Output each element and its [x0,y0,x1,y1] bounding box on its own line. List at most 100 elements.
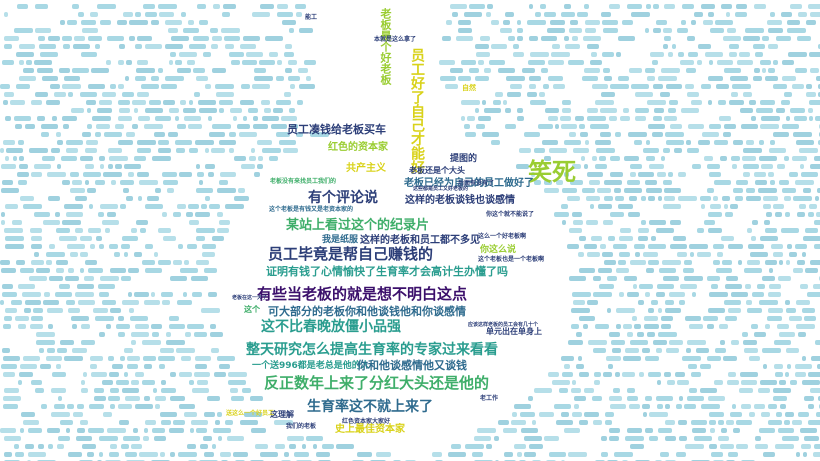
texture-dash [173,420,185,425]
texture-dash [726,420,734,425]
texture-dash [726,276,738,281]
texture-dash [88,36,102,41]
texture-dash [195,356,211,361]
texture-dash [242,60,257,65]
texture-dash [128,268,139,273]
texture-dash [524,436,542,441]
texture-dash [219,100,233,105]
texture-dash [87,452,94,457]
texture-dash [87,108,91,113]
texture-dash [800,164,804,169]
texture-dash [289,28,294,33]
texture-dash [810,12,820,17]
texture-dash [158,228,171,233]
texture-dash [484,108,501,113]
texture-dash [801,172,818,177]
texture-dash [144,364,152,369]
texture-dash [675,372,685,377]
texture-dash [191,420,208,425]
texture-dash [689,324,703,329]
texture-dash [125,396,140,401]
texture-dash [511,420,526,425]
texture-dash [643,252,658,257]
texture-dash [601,452,608,457]
texture-dash [647,332,655,337]
texture-dash [114,252,120,257]
word-nihetatan: 你和他谈感情他又谈钱 [357,359,467,372]
texture-dash [190,428,194,433]
texture-dash [722,196,730,201]
texture-dash [732,84,751,89]
texture-dash [28,452,46,457]
texture-dash [664,196,675,201]
texture-dash [432,452,442,457]
texture-dash [250,396,263,401]
texture-dash [282,20,296,25]
texture-dash [288,76,300,81]
texture-dash [99,292,109,297]
texture-dash [168,132,178,137]
texture-dash [604,260,616,265]
texture-dash [694,436,712,441]
texture-dash [504,452,513,457]
texture-dash [132,100,146,105]
texture-dash [527,20,546,25]
texture-dash [249,156,256,161]
texture-dash [23,204,42,209]
texture-dash [169,60,173,65]
texture-dash [755,52,763,57]
texture-dash [85,180,89,185]
texture-dash [177,204,186,209]
texture-dash [530,100,546,105]
texture-dash [41,404,47,409]
texture-dash [234,196,249,201]
texture-dash [817,188,820,193]
texture-dash [678,52,684,57]
texture-dash [627,180,640,185]
texture-dash [81,20,96,25]
texture-dash [644,316,658,321]
texture-dash [51,388,66,393]
texture-dash [777,324,789,329]
texture-dash [36,332,55,337]
texture-dash [781,228,799,233]
texture-dash [199,20,208,25]
texture-dash [18,180,27,185]
texture-dash [801,444,811,449]
texture-dash [743,148,762,153]
texture-dash [70,252,78,257]
texture-dash [743,36,760,41]
texture-dash [112,364,123,369]
texture-dash [725,284,742,289]
texture-dash [663,180,672,185]
texture-dash [724,68,741,73]
texture-dash [552,44,560,49]
texture-dash [768,292,781,297]
texture-dash [151,292,155,297]
texture-dash [564,36,569,41]
texture-dash [522,68,535,73]
texture-dash [229,52,244,57]
texture-dash [691,372,701,377]
texture-dash [76,436,92,441]
texture-dash [299,84,315,89]
texture-dash [70,172,79,177]
texture-dash [131,332,149,337]
word-gongchan: 共产主义 [346,163,386,174]
texture-dash [742,156,756,161]
texture-dash [251,428,266,433]
texture-dash [36,268,50,273]
texture-dash [714,140,728,145]
texture-dash [729,52,737,57]
texture-dash [161,84,177,89]
texture-dash [491,20,499,25]
texture-dash [564,140,581,145]
texture-dash [754,68,760,73]
texture-dash [205,84,211,89]
texture-dash [137,148,151,153]
texture-dash [681,108,699,113]
texture-dash [720,340,725,345]
texture-dash [11,300,22,305]
texture-dash [165,20,182,25]
texture-dash [161,380,166,385]
